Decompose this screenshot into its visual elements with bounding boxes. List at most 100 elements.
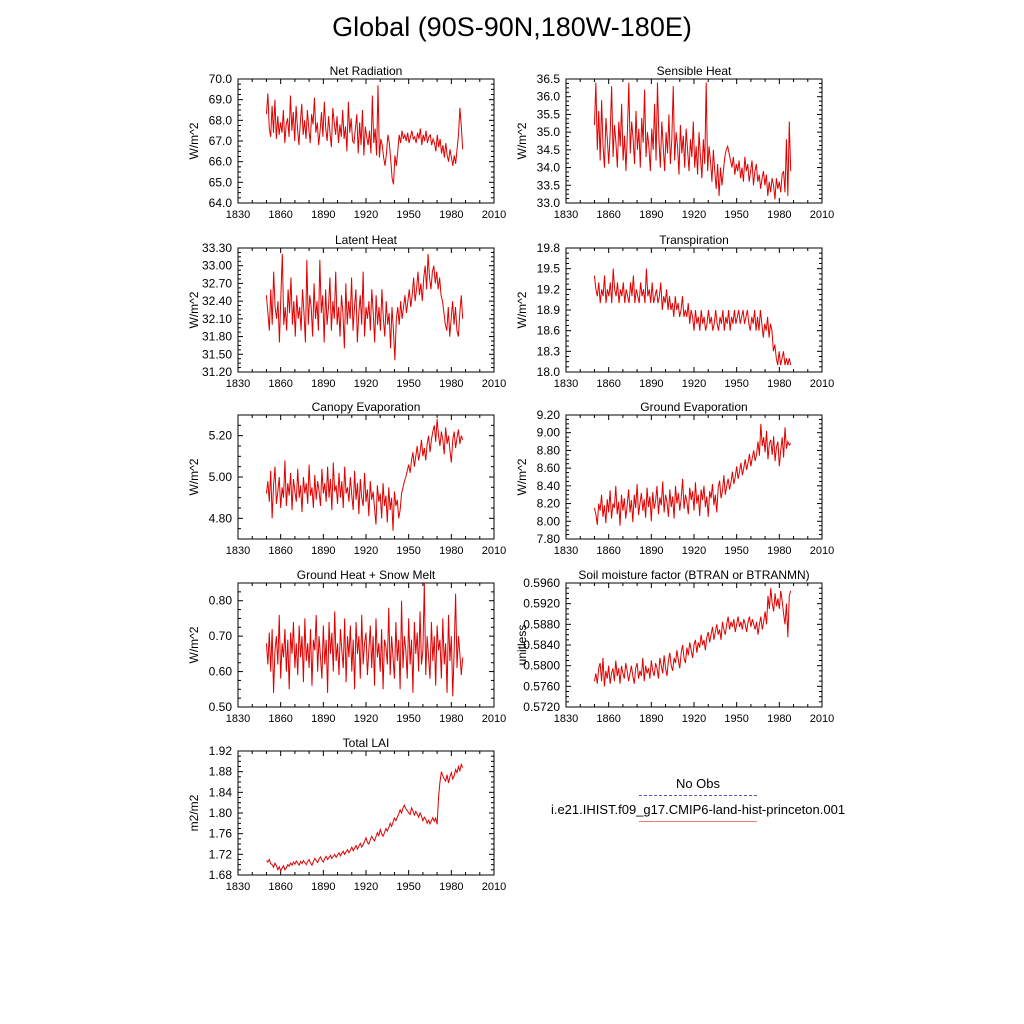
y-tick-label: 1.68 [209, 868, 233, 882]
x-tick-label: 2010 [810, 545, 834, 557]
x-tick-label: 1950 [396, 881, 420, 893]
x-tick-label: 1980 [767, 713, 791, 725]
y-tick-label: 18.3 [537, 344, 561, 358]
y-tick-label: 33.30 [202, 241, 232, 255]
x-tick-label: 1920 [354, 881, 378, 893]
y-tick-label: 67.0 [209, 134, 233, 148]
series-line [265, 253, 464, 361]
y-tick-label: 70.0 [209, 72, 233, 86]
chart-latent-heat: Latent Heat W/m^2 1830 1860 1890 1920 1950 1980… [187, 233, 506, 390]
y-tick-label: 19.8 [537, 241, 561, 255]
y-tick-label: 8.20 [537, 497, 561, 511]
y-axis-label: W/m^2 [187, 291, 201, 328]
x-tick-label: 2010 [482, 209, 506, 221]
x-tick-label: 1920 [354, 209, 378, 221]
x-tick-label: 1860 [596, 713, 620, 725]
chart-title: Ground Heat + Snow Melt [297, 568, 436, 582]
y-tick-label: 8.80 [537, 443, 561, 457]
y-tick-label: 32.70 [202, 276, 232, 290]
y-tick-label: 5.20 [209, 429, 233, 443]
x-tick-label: 1830 [554, 545, 578, 557]
y-tick-label: 31.20 [202, 365, 232, 379]
chart-transpiration: Transpiration W/m^2 1830 1860 1890 1920 1950 19… [515, 233, 834, 390]
x-tick-label: 1890 [311, 545, 335, 557]
x-tick-label: 1860 [268, 713, 292, 725]
y-tick-label: 0.5920 [523, 597, 560, 611]
plot-frame [565, 414, 823, 540]
x-tick-label: 1980 [767, 378, 791, 390]
y-tick-label: 34.5 [537, 143, 561, 157]
chart-title: Sensible Heat [657, 64, 732, 78]
chart-soil-moisture-factor-btran-or-btranmn: Soil moisture factor (BTRAN or BTRANMN) u… [515, 568, 834, 725]
y-tick-label: 0.5800 [523, 659, 560, 673]
y-axis-label: W/m^2 [187, 122, 201, 159]
x-tick-label: 1920 [354, 378, 378, 390]
x-tick-label: 1980 [439, 209, 463, 221]
x-tick-label: 2010 [482, 545, 506, 557]
chart-canopy-evaporation: Canopy Evaporation W/m^2 1830 1860 1890 1920 1… [187, 400, 506, 557]
chart-title: Canopy Evaporation [312, 400, 421, 414]
y-tick-label: 32.10 [202, 312, 232, 326]
y-axis-label: W/m^2 [187, 626, 201, 663]
y-tick-label: 33.5 [537, 178, 561, 192]
legend-line-obs [639, 795, 757, 796]
x-tick-label: 1860 [268, 209, 292, 221]
x-tick-label: 1980 [439, 545, 463, 557]
y-tick-label: 0.5840 [523, 638, 560, 652]
plot-frame [237, 414, 495, 540]
y-tick-label: 64.0 [209, 196, 233, 210]
x-tick-label: 1950 [724, 378, 748, 390]
chart-ground-heat-snow-melt: Ground Heat + Snow Melt W/m^2 1830 1860 1890… [187, 568, 506, 725]
y-tick-label: 7.80 [537, 532, 561, 546]
legend-label-model: i.e21.IHIST.f09_g17.CMIP6-land-hist-prin… [550, 802, 846, 817]
y-tick-label: 0.50 [209, 700, 233, 714]
x-tick-label: 1830 [554, 209, 578, 221]
x-tick-label: 1950 [724, 713, 748, 725]
chart-ground-evaporation: Ground Evaporation W/m^2 1830 1860 1890 1920 1… [515, 400, 834, 557]
x-tick-label: 1890 [639, 378, 663, 390]
chart-title: Soil moisture factor (BTRAN or BTRANMN) [578, 568, 809, 582]
y-tick-label: 0.70 [209, 629, 233, 643]
y-tick-label: 18.6 [537, 324, 561, 338]
x-tick-label: 1950 [724, 545, 748, 557]
y-tick-label: 0.60 [209, 665, 233, 679]
series-line [266, 762, 464, 873]
chart-title: Ground Evaporation [640, 400, 747, 414]
y-tick-label: 66.0 [209, 155, 233, 169]
y-tick-label: 35.0 [537, 125, 561, 139]
y-tick-label: 8.40 [537, 479, 561, 493]
series-line [593, 268, 792, 366]
y-tick-label: 34.0 [537, 161, 561, 175]
series-line [265, 582, 464, 697]
x-tick-label: 1830 [554, 713, 578, 725]
y-tick-label: 33.0 [537, 196, 561, 210]
x-tick-label: 1890 [311, 881, 335, 893]
legend-label-obs: No Obs [675, 776, 721, 791]
y-tick-label: 1.76 [209, 827, 233, 841]
x-tick-label: 1950 [396, 378, 420, 390]
x-tick-label: 1860 [268, 545, 292, 557]
x-tick-label: 1950 [396, 713, 420, 725]
x-tick-label: 1920 [354, 713, 378, 725]
x-tick-label: 1920 [354, 545, 378, 557]
x-tick-label: 1890 [639, 209, 663, 221]
chart-sensible-heat: Sensible Heat W/m^2 1830 1860 1890 1920 1950 19… [515, 64, 834, 221]
x-tick-label: 1890 [639, 713, 663, 725]
x-tick-label: 1980 [439, 378, 463, 390]
y-tick-label: 19.5 [537, 262, 561, 276]
y-tick-label: 65.0 [209, 175, 233, 189]
x-tick-label: 1890 [639, 545, 663, 557]
x-tick-label: 1890 [311, 713, 335, 725]
series-line [265, 419, 464, 531]
x-tick-label: 1830 [226, 545, 250, 557]
y-tick-label: 0.5720 [523, 700, 560, 714]
y-tick-label: 68.0 [209, 113, 233, 127]
x-tick-label: 2010 [482, 713, 506, 725]
y-axis-label: unitless [515, 625, 529, 666]
x-tick-label: 2010 [810, 713, 834, 725]
y-tick-label: 1.88 [209, 765, 233, 779]
y-tick-label: 9.00 [537, 426, 561, 440]
y-tick-label: 69.0 [209, 93, 233, 107]
y-tick-label: 32.40 [202, 294, 232, 308]
x-tick-label: 1830 [226, 209, 250, 221]
